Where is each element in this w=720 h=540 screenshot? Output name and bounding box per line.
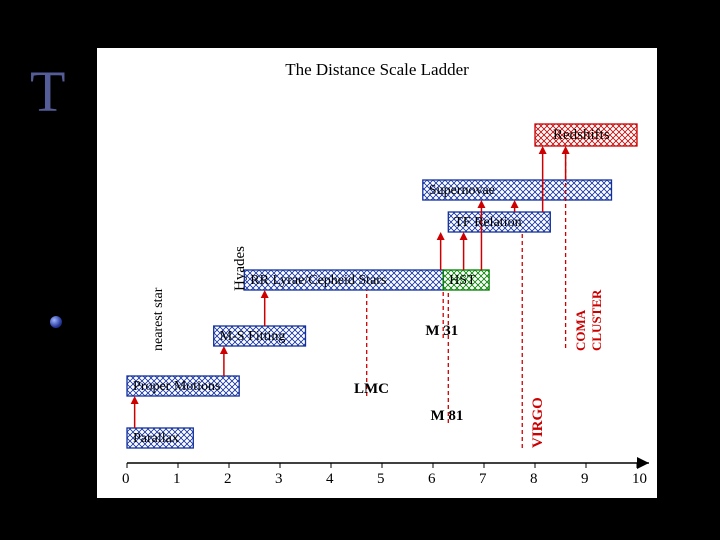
free-label: M 31 — [425, 323, 458, 340]
bar-label-rrlyrae: RR Lyrae/Cepheid Stars — [250, 273, 386, 289]
x-tick-label: 9 — [581, 471, 589, 488]
x-tick-label: 3 — [275, 471, 283, 488]
x-tick-label: 0 — [122, 471, 130, 488]
bar-label-tf: TF Relation — [454, 215, 521, 231]
x-tick-label: 5 — [377, 471, 385, 488]
x-tick-label: 10 — [632, 471, 647, 488]
x-tick-label: 8 — [530, 471, 538, 488]
vlabel: nearest star — [151, 288, 167, 351]
distance-ladder-chart: The Distance Scale Ladder012345678910Par… — [96, 47, 658, 499]
bar-label-msfit: M-S Fitting — [220, 329, 286, 345]
bullet-icon — [50, 316, 62, 328]
bar-label-redshift: Redshifts — [553, 127, 610, 144]
x-tick-label: 7 — [479, 471, 487, 488]
vlabel: Hyades — [232, 246, 249, 291]
background-letter: T — [30, 58, 65, 125]
free-label: M 81 — [430, 408, 463, 425]
x-tick-label: 4 — [326, 471, 334, 488]
free-label: LMC — [354, 381, 389, 398]
bar-label-hst: HST — [449, 273, 475, 289]
slide-root: T The Distance Scale Ladder012345678910P… — [0, 0, 720, 540]
vlabel: COMA CLUSTER — [573, 267, 605, 351]
bar-label-parallax: Parallax — [133, 431, 179, 447]
bar-label-sn: Supernovae — [429, 183, 495, 199]
vlabel: VIRGO — [530, 397, 547, 448]
x-tick-label: 1 — [173, 471, 181, 488]
x-tick-label: 2 — [224, 471, 232, 488]
bar-label-proper: Proper Motions — [133, 379, 221, 395]
x-tick-label: 6 — [428, 471, 436, 488]
